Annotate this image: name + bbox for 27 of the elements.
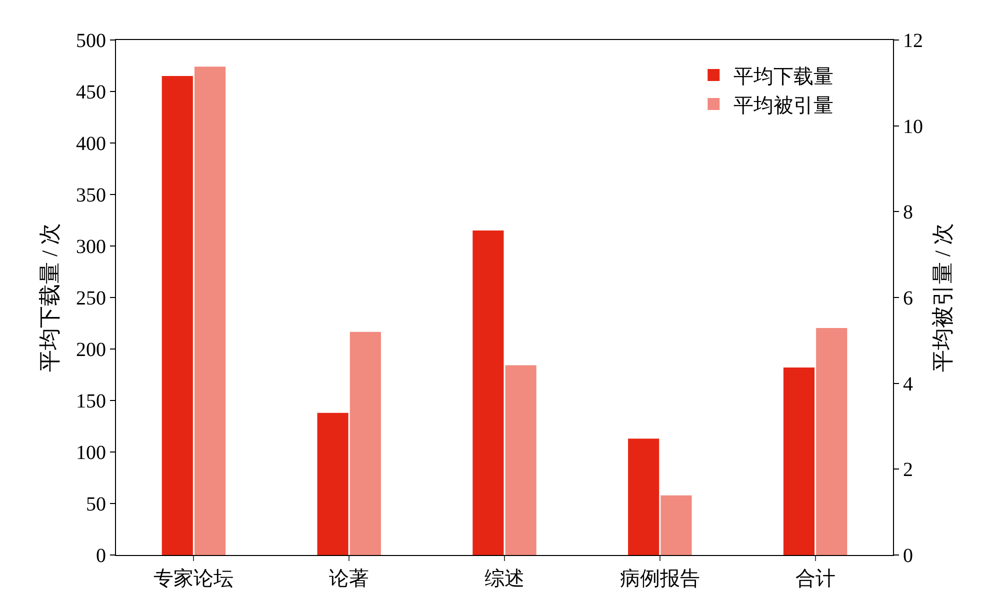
x-tick-label: 专家论坛: [154, 568, 234, 590]
y2-tick-label: 10: [903, 116, 923, 138]
y-tick-label: 350: [76, 184, 106, 206]
y-tick-label: 500: [76, 30, 106, 52]
y2-axis-title: 平均被引量 / 次: [930, 222, 955, 372]
x-tick-label: 论著: [329, 568, 370, 590]
y2-tick-label: 8: [903, 202, 913, 224]
y2-tick-label: 2: [903, 459, 913, 482]
x-tick-label: 综述: [484, 568, 524, 590]
y2-tick-label: 4: [903, 373, 913, 396]
y-tick-label: 300: [76, 236, 106, 258]
y-tick-label: 100: [76, 442, 106, 464]
y2-tick-label: 0: [903, 545, 913, 567]
y-tick-label: 200: [76, 339, 106, 361]
legend-label: 平均下载量: [734, 66, 834, 88]
y-tick-label: 400: [76, 133, 106, 155]
x-tick-label: 合计: [795, 568, 836, 590]
legend-label: 平均被引量: [734, 94, 834, 117]
y-tick-label: 150: [76, 390, 106, 412]
y2-tick-label: 12: [903, 30, 923, 52]
y-axis-title: 平均下载量 / 次: [36, 222, 62, 372]
y2-tick-label: 6: [903, 288, 913, 310]
y-tick-label: 0: [96, 545, 106, 567]
y-tick-label: 250: [76, 288, 106, 310]
y-tick-label: 50: [86, 494, 106, 516]
y-tick-label: 450: [76, 82, 106, 104]
x-tick-label: 病例报告: [620, 568, 700, 590]
